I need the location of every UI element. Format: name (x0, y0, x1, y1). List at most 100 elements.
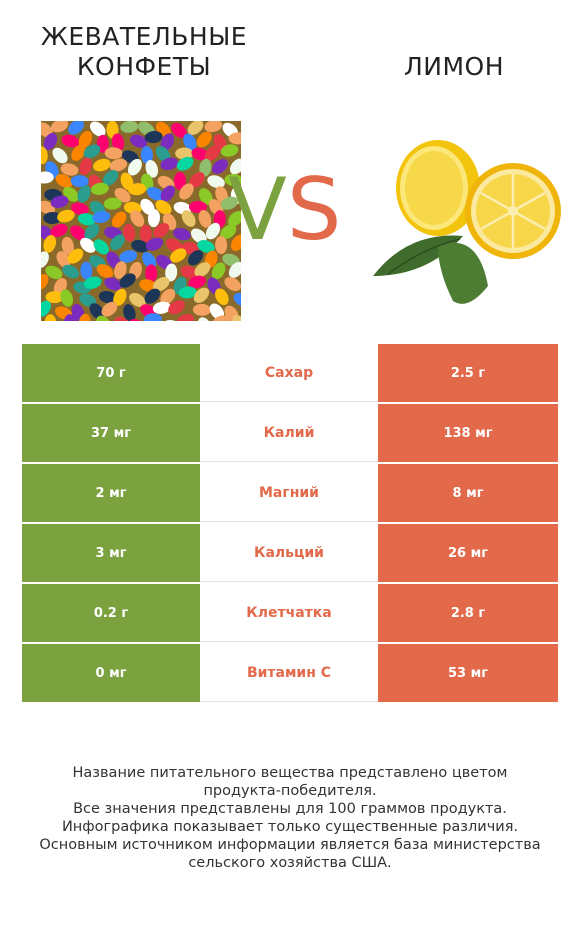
jelly-bean (57, 209, 75, 223)
jelly-bean (120, 172, 134, 191)
nutrient-name: Калий (200, 404, 378, 462)
jelly-bean (123, 304, 136, 321)
comparison-table: 70 г Сахар 2.5 г 37 мг Калий 138 мг 2 мг Магний… (22, 344, 558, 704)
jelly-bean (139, 279, 157, 292)
left-title-line-1: ЖЕВАТЕЛЬНЫЕ (40, 22, 248, 51)
jelly-bean (78, 130, 93, 148)
jelly-bean (78, 313, 91, 321)
jelly-bean (220, 224, 237, 240)
nutrient-name: Витамин C (200, 644, 378, 702)
footnote-line: Все значения представлены для 100 граммо… (73, 801, 507, 817)
jelly-bean (181, 210, 196, 227)
jelly-bean (131, 239, 149, 253)
footnote: Название питательного вещества представл… (20, 764, 560, 872)
jelly-bean (142, 251, 157, 269)
jelly-bean (209, 303, 225, 320)
lemon-illustration (373, 140, 561, 304)
nutrient-name: Магний (200, 464, 378, 522)
right-value: 8 мг (378, 464, 558, 522)
jelly-bean (43, 132, 58, 150)
jelly-bean (146, 186, 164, 201)
left-title-line-2: КОНФЕТЫ (76, 52, 212, 81)
table-row: 3 мг Кальций 26 мг (22, 524, 558, 582)
jelly-bean (230, 234, 241, 252)
jelly-bean (160, 185, 176, 202)
jelly-bean (80, 237, 96, 253)
jelly-bean (111, 133, 125, 152)
jelly-bean (199, 158, 212, 177)
jelly-bean (93, 239, 109, 255)
jelly-bean (119, 250, 138, 263)
jelly-bean (52, 147, 68, 164)
jelly-bean (160, 157, 179, 171)
jelly-bean (79, 157, 92, 176)
jelly-bean (96, 264, 114, 278)
jelly-bean (89, 303, 105, 320)
jelly-bean (152, 301, 171, 314)
jelly-bean (175, 147, 194, 160)
jelly-bean (143, 313, 162, 321)
lemon-image (368, 136, 563, 311)
jelly-bean (183, 133, 197, 151)
right-value: 26 мг (378, 524, 558, 582)
jelly-bean (191, 147, 209, 161)
jelly-bean (41, 200, 56, 215)
jelly-bean (180, 265, 198, 279)
jelly-bean (41, 171, 54, 184)
jelly-bean (50, 195, 69, 209)
jelly-bean (160, 288, 176, 305)
jelly-bean (110, 234, 125, 251)
jelly-bean (60, 289, 74, 307)
jelly-bean (62, 264, 80, 279)
jelly-bean (93, 158, 111, 172)
vs-label: VS (228, 160, 341, 260)
jelly-bean (119, 273, 136, 288)
jelly-bean (109, 158, 128, 172)
jelly-bean (220, 196, 238, 210)
footnote-line: Название питательного вещества представл… (72, 765, 508, 781)
jelly-bean (43, 211, 62, 225)
footnote-line: Инфографика показывает только существенн… (61, 819, 519, 835)
jelly-bean (129, 134, 148, 148)
jelly-bean (207, 175, 225, 189)
jelly-bean (155, 146, 171, 163)
right-value: 138 мг (378, 404, 558, 462)
jelly-bean (232, 315, 241, 321)
jelly-bean (224, 174, 241, 187)
jelly-bean (77, 213, 96, 226)
jelly-bean (92, 210, 111, 224)
jelly-bean (153, 277, 170, 292)
jelly-bean (224, 277, 241, 292)
jelly-bean (77, 185, 91, 203)
jelly-bean (71, 144, 86, 161)
footnote-line: продукта-победителя. (203, 783, 377, 799)
left-value: 3 мг (22, 524, 200, 582)
jelly-bean (113, 288, 127, 306)
jelly-bean (45, 265, 63, 280)
footnote-line: сельского хозяйства США. (188, 855, 392, 871)
jelly-bean (155, 199, 172, 215)
jelly-bean (204, 121, 223, 133)
jelly-bean (173, 227, 191, 241)
jelly-bean (84, 223, 100, 240)
jelly-bean (123, 223, 136, 242)
jelly-bean (188, 275, 206, 289)
jelly-bean (189, 172, 205, 188)
left-value: 0.2 г (22, 584, 200, 642)
jelly-bean (104, 277, 122, 291)
jelly-bean (106, 251, 121, 269)
jelly-bean (111, 211, 127, 228)
jelly-bean (79, 293, 97, 307)
jelly-bean (187, 250, 204, 266)
jelly-bean (170, 248, 187, 263)
jelly-bean (41, 300, 51, 317)
jelly-bean (127, 158, 142, 176)
jelly-bean (140, 145, 153, 164)
jelly-bean (176, 314, 195, 321)
jelly-bean (160, 133, 174, 151)
jelly-bean (114, 316, 131, 321)
jelly-bean (41, 274, 49, 291)
jelly-bean (153, 223, 170, 238)
jelly-bean (215, 288, 229, 306)
jelly-bean (145, 237, 164, 251)
